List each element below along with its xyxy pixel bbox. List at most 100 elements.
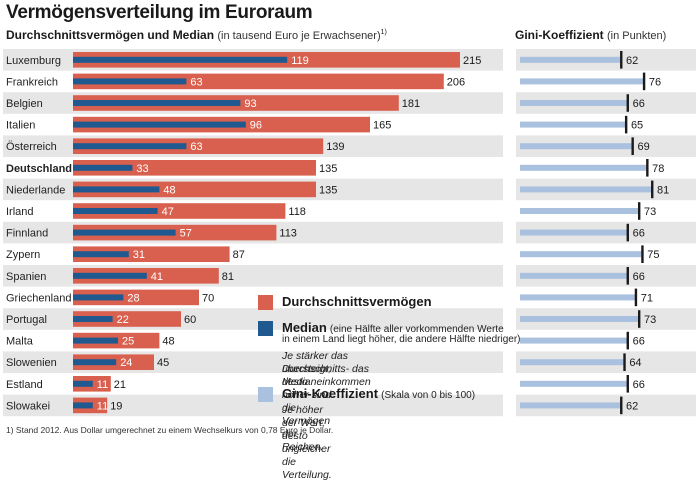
median-bar bbox=[73, 121, 246, 128]
country-label: Slowakei bbox=[6, 400, 50, 412]
mean-bar bbox=[73, 138, 324, 154]
gini-marker bbox=[620, 396, 623, 415]
gini-bar bbox=[520, 229, 628, 236]
median-bar bbox=[73, 56, 288, 63]
median-bar bbox=[73, 359, 117, 366]
mean-value-label: 139 bbox=[326, 141, 344, 153]
gini-marker bbox=[626, 375, 629, 393]
gini-value-label: 66 bbox=[633, 271, 645, 283]
legend-swatch-gini bbox=[258, 387, 273, 402]
legend-label-median: Median bbox=[282, 320, 327, 335]
median-value-label: 63 bbox=[190, 76, 202, 88]
left-panel-heading: Durchschnittsvermögen und Median (in tau… bbox=[6, 28, 387, 42]
chart-title: Vermögensverteilung im Euroraum bbox=[6, 2, 313, 23]
gini-value-label: 66 bbox=[633, 379, 645, 391]
median-bar bbox=[73, 272, 147, 279]
country-label: Deutschland bbox=[6, 163, 72, 175]
mean-value-label: 70 bbox=[202, 292, 214, 304]
mean-value-label: 81 bbox=[222, 271, 234, 283]
legend-note-median-1: (eine Hälfte aller vorkommenden Werte bbox=[329, 324, 504, 335]
median-value-label: 93 bbox=[244, 98, 256, 110]
right-heading-note: (in Punkten) bbox=[607, 30, 667, 42]
mean-value-label: 181 bbox=[402, 98, 420, 110]
gini-value-label: 81 bbox=[657, 184, 669, 196]
mean-bar bbox=[73, 73, 444, 90]
mean-value-label: 215 bbox=[463, 55, 481, 67]
legend-note-gini: (Skala von 0 bis 100) bbox=[381, 390, 476, 401]
median-value-label: 25 bbox=[122, 336, 134, 348]
gini-bar bbox=[520, 143, 633, 150]
mean-value-label: 135 bbox=[319, 163, 337, 175]
median-bar bbox=[73, 229, 176, 236]
mean-bar bbox=[73, 181, 316, 198]
legend-note-median-2: in einem Land liegt höher, die andere Hä… bbox=[282, 334, 521, 345]
median-bar bbox=[73, 208, 158, 214]
mean-value-label: 113 bbox=[279, 228, 297, 240]
median-value-label: 96 bbox=[250, 120, 262, 132]
median-value-label: 31 bbox=[133, 249, 145, 261]
left-heading-footnote-ref: 1) bbox=[380, 29, 387, 36]
gini-marker bbox=[620, 51, 623, 69]
gini-value-label: 66 bbox=[633, 98, 645, 110]
gini-marker bbox=[623, 353, 626, 371]
gini-bar bbox=[520, 272, 628, 279]
gini-bar bbox=[520, 316, 639, 322]
gini-marker bbox=[626, 267, 629, 285]
wealth-chart: Luxemburg 215 119 62 Frankreich 206 63 76 Belgie… bbox=[3, 49, 696, 417]
legend-label-gini: Gini-Koeffizient bbox=[282, 386, 379, 401]
median-bar bbox=[73, 380, 93, 387]
row-stripe-left bbox=[3, 394, 503, 417]
gini-marker bbox=[637, 202, 641, 220]
legend-swatch-mean bbox=[258, 295, 273, 310]
median-bar bbox=[73, 78, 187, 85]
median-value-label: 28 bbox=[127, 292, 139, 304]
footnote: 1) Stand 2012. Aus Dollar umgerechnet zu… bbox=[6, 425, 334, 435]
mean-bar bbox=[73, 203, 286, 219]
gini-marker bbox=[634, 288, 638, 307]
country-label: Malta bbox=[6, 336, 34, 348]
gini-value-label: 73 bbox=[644, 314, 656, 326]
mean-value-label: 135 bbox=[319, 184, 337, 196]
legend-swatch-median bbox=[258, 321, 273, 336]
gini-value-label: 65 bbox=[631, 120, 643, 132]
gini-value-label: 76 bbox=[649, 76, 661, 88]
gini-marker bbox=[631, 137, 634, 155]
country-label: Irland bbox=[6, 206, 34, 218]
legend-label-mean: Durchschnittsvermögen bbox=[282, 294, 432, 309]
gini-bar bbox=[520, 294, 636, 301]
gini-value-label: 66 bbox=[633, 336, 645, 348]
gini-value-label: 62 bbox=[626, 400, 638, 412]
gini-bar bbox=[520, 402, 622, 409]
country-label: Österreich bbox=[6, 141, 57, 153]
median-value-label: 57 bbox=[180, 228, 192, 240]
country-label: Portugal bbox=[6, 314, 47, 326]
right-heading-text: Gini-Koeffizient bbox=[515, 28, 604, 42]
gini-marker bbox=[624, 115, 628, 134]
legend-desc-gini: Je höher der Wert, desto ungleicher die … bbox=[282, 404, 332, 481]
country-label: Niederlande bbox=[6, 184, 65, 196]
mean-bar bbox=[73, 160, 316, 176]
gini-bar bbox=[520, 56, 622, 63]
gini-marker bbox=[651, 180, 654, 199]
median-bar bbox=[73, 143, 187, 150]
gini-marker bbox=[642, 72, 646, 91]
mean-value-label: 206 bbox=[447, 76, 465, 88]
median-bar bbox=[73, 402, 93, 409]
gini-value-label: 66 bbox=[633, 228, 645, 240]
mean-value-label: 118 bbox=[288, 206, 306, 218]
mean-value-label: 165 bbox=[373, 120, 391, 132]
mean-value-label: 60 bbox=[184, 314, 196, 326]
median-value-label: 11 bbox=[97, 400, 108, 412]
gini-value-label: 64 bbox=[629, 357, 641, 369]
country-label: Slowenien bbox=[6, 357, 57, 369]
gini-value-label: 71 bbox=[641, 292, 653, 304]
gini-bar bbox=[520, 251, 643, 258]
mean-value-label: 21 bbox=[114, 379, 126, 391]
median-value-label: 47 bbox=[162, 206, 174, 218]
country-label: Spanien bbox=[6, 271, 46, 283]
median-bar bbox=[73, 316, 113, 322]
median-value-label: 22 bbox=[117, 314, 129, 326]
gini-value-label: 75 bbox=[647, 249, 659, 261]
mean-bar bbox=[73, 246, 230, 262]
median-value-label: 119 bbox=[291, 55, 309, 67]
